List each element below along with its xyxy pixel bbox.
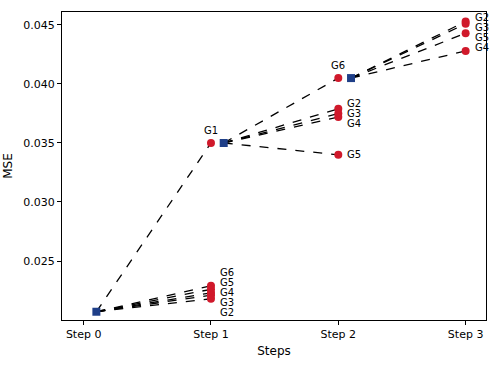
svg-text:0.030: 0.030	[23, 196, 55, 209]
svg-text:0.025: 0.025	[23, 255, 55, 268]
svg-text:G4: G4	[475, 42, 489, 53]
svg-text:Step 1: Step 1	[193, 328, 229, 341]
svg-text:G5: G5	[475, 32, 489, 43]
svg-text:0.045: 0.045	[23, 19, 55, 32]
svg-text:Step 0: Step 0	[66, 328, 102, 341]
svg-text:Steps: Steps	[257, 344, 291, 358]
svg-text:G2: G2	[220, 307, 234, 318]
svg-text:G4: G4	[347, 118, 361, 129]
svg-text:G3: G3	[220, 297, 234, 308]
svg-text:Step 3: Step 3	[448, 328, 484, 341]
svg-text:0.040: 0.040	[23, 78, 55, 91]
svg-text:G3: G3	[347, 108, 361, 119]
svg-text:G3: G3	[475, 22, 489, 33]
svg-text:G6: G6	[331, 60, 345, 71]
svg-text:G2: G2	[347, 98, 361, 109]
svg-text:Step 2: Step 2	[321, 328, 357, 341]
svg-text:G1: G1	[204, 125, 218, 136]
svg-text:G6: G6	[220, 267, 234, 278]
svg-text:G5: G5	[347, 149, 361, 160]
svg-text:MSE: MSE	[1, 153, 15, 179]
svg-text:0.035: 0.035	[23, 137, 55, 150]
svg-text:G5: G5	[220, 277, 234, 288]
svg-text:G2: G2	[475, 12, 489, 23]
svg-text:G4: G4	[220, 287, 234, 298]
